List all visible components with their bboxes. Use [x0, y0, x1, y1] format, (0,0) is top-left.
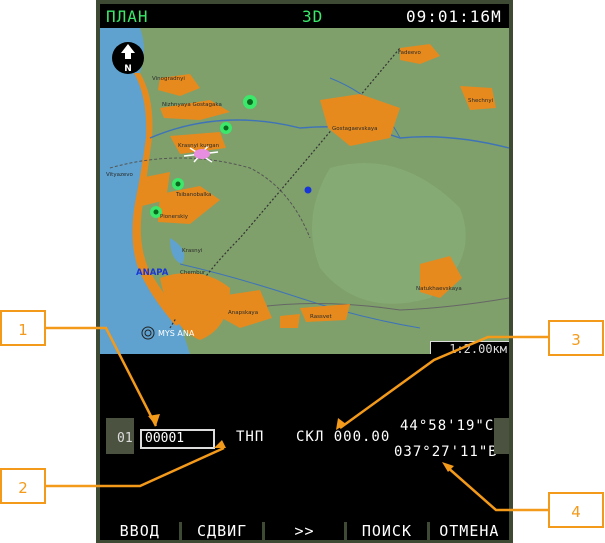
waypoint-marker[interactable]: [172, 178, 184, 190]
airfield-icon[interactable]: [183, 145, 219, 163]
town-label: Vinogradnyi: [152, 76, 185, 82]
side-tab-right[interactable]: [494, 418, 509, 454]
town-area: [400, 44, 440, 64]
town-label: Nizhnyaya Gostagaka: [162, 102, 222, 108]
own-aircraft-marker: [304, 186, 312, 194]
town-area: [280, 314, 300, 328]
mfd-screen: ПЛАН 3D 09:01:16М: [100, 4, 509, 540]
town-label: Chembur: [180, 270, 206, 276]
waypoint-marker[interactable]: [243, 95, 257, 109]
callout-line-3: [339, 335, 548, 430]
callout-line-1: [46, 326, 158, 427]
map-view[interactable]: Fadeevo Vinogradnyi Nizhnyaya Gostagaka …: [100, 28, 509, 354]
map-river: [179, 263, 421, 329]
town-area: [460, 86, 496, 110]
next-softkey[interactable]: >>: [264, 522, 345, 540]
waypoint-input[interactable]: 00001: [140, 429, 215, 449]
town-label: Shechnyi: [468, 98, 494, 104]
town-label: Pionerskiy: [160, 214, 189, 220]
compass-letter: N: [124, 64, 132, 74]
longitude-readout: 037°27'11"В: [394, 444, 498, 460]
callout-line-2: [46, 446, 225, 488]
callout-3: 3: [548, 320, 604, 356]
waypoint-marker[interactable]: [150, 206, 162, 218]
header-bar: ПЛАН 3D 09:01:16М: [100, 4, 509, 28]
map-lagoon: [170, 238, 185, 264]
arrowhead-1: [148, 414, 160, 426]
town-label: Tsibanobalka: [175, 192, 211, 198]
map-road: [109, 157, 311, 239]
town-area: [158, 186, 220, 224]
enter-softkey[interactable]: ВВОД: [100, 522, 180, 540]
town-area: [300, 304, 350, 322]
latitude-readout: 44°58'19"С: [400, 418, 495, 434]
town-label: Fadeevo: [398, 50, 422, 56]
data-entry-panel: [100, 354, 509, 522]
map-road: [249, 297, 509, 311]
town-area: [170, 132, 226, 154]
view-label: 3D: [302, 7, 324, 26]
callout-2: 2: [0, 468, 46, 504]
search-softkey[interactable]: ПОИСК: [347, 522, 427, 540]
softkey-bar: ВВОД СДВИГ >> ПОИСК ОТМЕНА: [100, 522, 509, 540]
channel-number: 01: [117, 431, 133, 446]
shift-softkey[interactable]: СДВИГ: [182, 522, 262, 540]
clock-readout: 09:01:16М: [406, 7, 502, 26]
map-scale: 1:2.00км: [430, 341, 509, 356]
town-label: Rassvet: [310, 314, 332, 320]
heading-readout: СКЛ 000.00: [296, 429, 391, 445]
channel-tab[interactable]: [106, 418, 134, 454]
mode-label: ПЛАН: [106, 7, 149, 26]
town-area: [320, 94, 400, 146]
town-label: Krasnyi: [182, 248, 203, 254]
town-label: Gostagaevskaya: [332, 126, 377, 132]
waypoint-marker[interactable]: [220, 122, 232, 134]
town-label: Krasnyi kurgan: [178, 143, 220, 149]
callout-line-4: [445, 465, 548, 512]
map-beach: [132, 73, 184, 326]
map-sea: [100, 28, 190, 354]
town-area: [158, 74, 200, 96]
town-label: Natukhaevskaya: [416, 286, 462, 292]
town-area: [160, 272, 230, 340]
arrowhead-3: [336, 418, 346, 430]
callout-4: 4: [548, 492, 604, 528]
city-label: ANAPA: [136, 268, 169, 278]
point-type-label: ТНП: [236, 429, 265, 445]
cancel-softkey[interactable]: ОТМЕНА: [429, 522, 509, 540]
town-area: [220, 290, 272, 328]
town-area: [420, 256, 462, 298]
lighthouse-icon: [141, 326, 155, 340]
cape-label: MYS ANA: [158, 329, 195, 338]
town-label: Vityazevo: [106, 172, 133, 178]
town-label: Anapskaya: [228, 310, 258, 316]
town-area: [160, 100, 230, 120]
callout-1: 1: [0, 310, 46, 346]
arrowhead-2: [214, 440, 226, 448]
arrowhead-4: [442, 462, 454, 472]
north-arrow-icon: N: [112, 42, 144, 74]
